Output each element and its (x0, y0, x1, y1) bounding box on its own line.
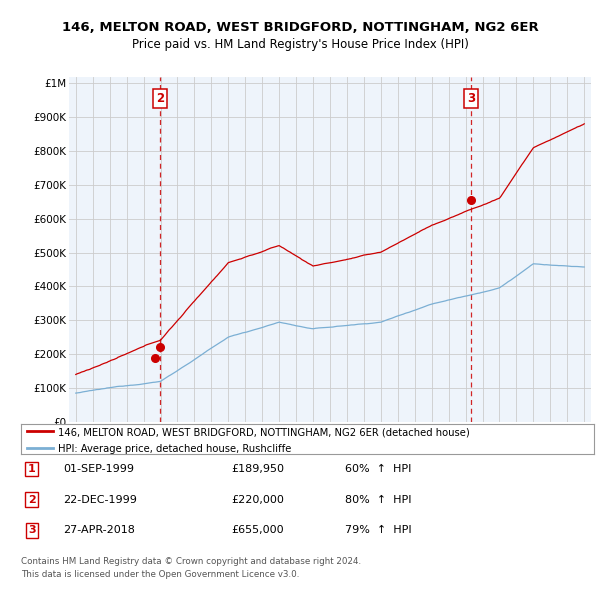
Text: 1: 1 (28, 464, 35, 474)
Text: 3: 3 (467, 92, 475, 105)
Text: 146, MELTON ROAD, WEST BRIDGFORD, NOTTINGHAM, NG2 6ER: 146, MELTON ROAD, WEST BRIDGFORD, NOTTIN… (62, 21, 538, 34)
Text: 60%  ↑  HPI: 60% ↑ HPI (345, 464, 412, 474)
Text: £655,000: £655,000 (231, 526, 284, 535)
Text: 146, MELTON ROAD, WEST BRIDGFORD, NOTTINGHAM, NG2 6ER (detached house): 146, MELTON ROAD, WEST BRIDGFORD, NOTTIN… (58, 427, 470, 437)
Text: £189,950: £189,950 (231, 464, 284, 474)
Text: £220,000: £220,000 (231, 495, 284, 504)
Text: 01-SEP-1999: 01-SEP-1999 (63, 464, 134, 474)
Text: 79%  ↑  HPI: 79% ↑ HPI (345, 526, 412, 535)
Text: 22-DEC-1999: 22-DEC-1999 (63, 495, 137, 504)
Text: 2: 2 (156, 92, 164, 105)
Text: Price paid vs. HM Land Registry's House Price Index (HPI): Price paid vs. HM Land Registry's House … (131, 38, 469, 51)
Text: Contains HM Land Registry data © Crown copyright and database right 2024.: Contains HM Land Registry data © Crown c… (21, 558, 361, 566)
Text: HPI: Average price, detached house, Rushcliffe: HPI: Average price, detached house, Rush… (58, 444, 292, 454)
Text: 3: 3 (28, 526, 35, 535)
Text: 80%  ↑  HPI: 80% ↑ HPI (345, 495, 412, 504)
Text: 27-APR-2018: 27-APR-2018 (63, 526, 135, 535)
Text: 2: 2 (28, 495, 35, 504)
Text: This data is licensed under the Open Government Licence v3.0.: This data is licensed under the Open Gov… (21, 571, 299, 579)
